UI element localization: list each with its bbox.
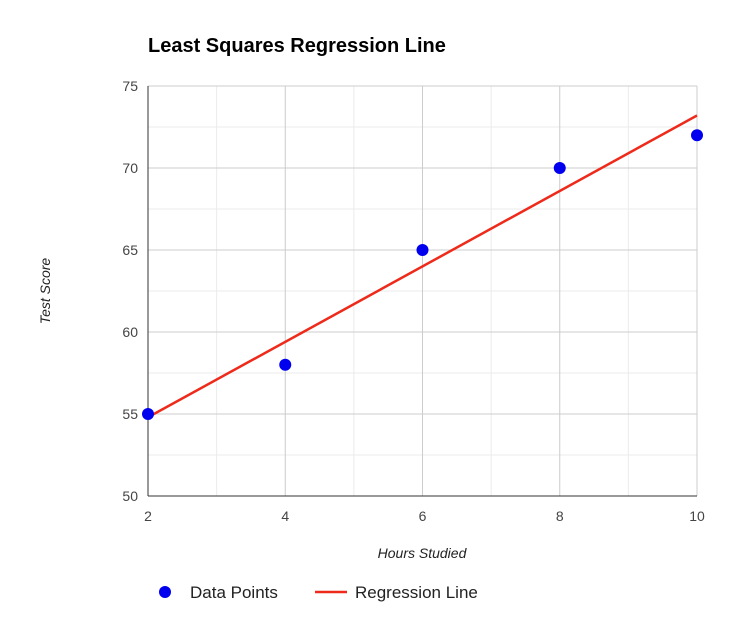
legend-label: Regression Line: [355, 583, 478, 602]
x-tick-label: 8: [556, 508, 564, 524]
y-tick-label: 50: [122, 488, 138, 504]
y-axis-title: Test Score: [37, 258, 53, 325]
chart-title: Least Squares Regression Line: [148, 35, 446, 57]
y-tick-labels: 50 55 60 65 70 75: [122, 78, 138, 504]
x-tick-label: 2: [144, 508, 152, 524]
regression-line: [147, 114, 698, 419]
y-tick-label: 55: [122, 406, 138, 422]
data-point: [691, 129, 703, 142]
y-tick-label: 65: [122, 242, 138, 258]
x-tick-label: 10: [689, 508, 705, 524]
series-layer: [142, 114, 703, 420]
y-tick-label: 70: [122, 160, 138, 176]
legend-marker-data-points: [159, 586, 171, 598]
x-tick-labels: 2 4 6 8 10: [144, 508, 705, 524]
y-tick-label: 60: [122, 324, 138, 340]
data-point: [279, 358, 292, 371]
legend: Data Points Regression Line: [159, 583, 478, 602]
legend-label: Data Points: [190, 583, 278, 602]
data-point: [142, 408, 154, 420]
x-axis-title: Hours Studied: [378, 545, 468, 561]
grid-major: [148, 85, 698, 496]
x-tick-label: 6: [419, 508, 427, 524]
y-tick-label: 75: [122, 78, 138, 94]
data-point: [553, 162, 566, 174]
axis-lines: [147, 86, 697, 497]
x-tick-label: 4: [281, 508, 289, 524]
data-point: [416, 244, 429, 256]
